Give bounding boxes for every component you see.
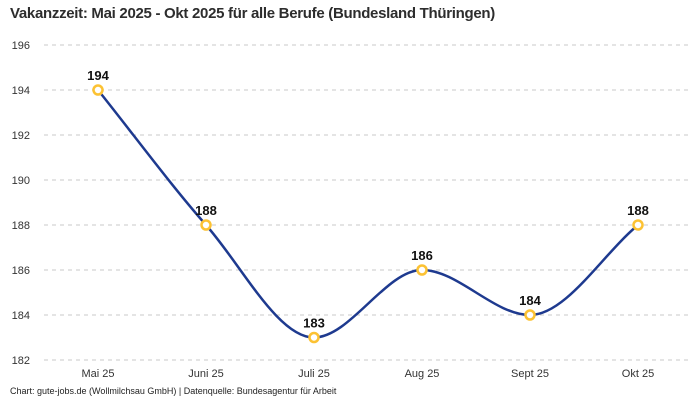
y-axis-tick-label: 182 bbox=[12, 355, 30, 367]
x-axis-tick-label: Sept 25 bbox=[511, 368, 549, 380]
y-axis-tick-label: 184 bbox=[12, 310, 30, 322]
x-axis-tick-label: Juli 25 bbox=[298, 368, 330, 380]
y-axis-tick-label: 194 bbox=[12, 85, 30, 97]
y-axis-tick-label: 196 bbox=[12, 40, 30, 52]
data-point-marker bbox=[524, 309, 536, 321]
data-point-marker bbox=[308, 331, 320, 344]
y-axis-tick-label: 188 bbox=[12, 220, 30, 232]
chart-footer: Chart: gute-jobs.de (Wollmilchsau GmbH) … bbox=[10, 386, 337, 396]
data-point-value-label: 184 bbox=[519, 293, 541, 308]
y-axis-tick-label: 192 bbox=[12, 130, 30, 142]
data-point-value-label: 186 bbox=[411, 248, 433, 263]
data-point-value-label: 188 bbox=[195, 203, 217, 218]
y-axis-tick-label: 190 bbox=[12, 175, 30, 187]
y-axis-tick-label: 186 bbox=[12, 265, 30, 277]
chart-title: Vakanzzeit: Mai 2025 - Okt 2025 für alle… bbox=[10, 5, 495, 22]
x-axis-tick-label: Aug 25 bbox=[405, 368, 440, 380]
data-point-value-label: 188 bbox=[627, 203, 649, 218]
data-point-value-label: 194 bbox=[87, 68, 109, 83]
data-point-value-label: 183 bbox=[303, 316, 325, 331]
data-point-marker bbox=[200, 219, 212, 231]
x-axis-tick-label: Okt 25 bbox=[622, 368, 654, 380]
x-axis-tick-label: Mai 25 bbox=[81, 368, 114, 380]
data-series-line bbox=[96, 88, 640, 339]
data-point-marker bbox=[92, 84, 104, 96]
x-axis-tick-label: Juni 25 bbox=[188, 368, 223, 380]
data-point-marker bbox=[632, 219, 644, 231]
data-point-marker bbox=[416, 264, 428, 276]
